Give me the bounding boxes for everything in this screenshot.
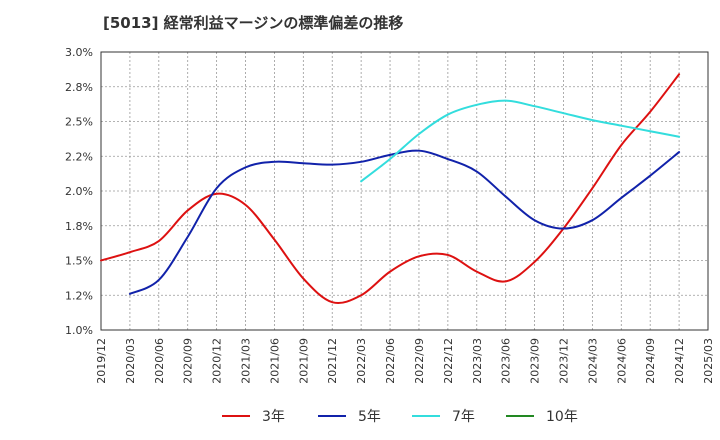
x-tick-label: 2024/09 [644, 338, 657, 384]
series-line-2 [360, 99, 681, 183]
x-tick-label: 2024/03 [586, 338, 599, 384]
x-tick-label: 2021/06 [268, 338, 281, 384]
legend-item-5y: 5年 [318, 406, 381, 426]
x-tick-label: 2025/03 [702, 338, 715, 384]
plot-area [101, 52, 708, 330]
x-tick-label: 2021/12 [326, 338, 339, 384]
legend-swatch-10y [506, 415, 534, 417]
x-tick-label: 2023/06 [500, 338, 513, 384]
plot-border [100, 51, 709, 331]
x-tick-label: 2022/09 [413, 338, 426, 384]
y-tick-label: 2.8% [65, 81, 93, 94]
x-tick-label: 2024/06 [615, 338, 628, 384]
x-tick-label: 2020/06 [153, 338, 166, 384]
legend-label-10y: 10年 [546, 409, 578, 425]
x-tick-label: 2022/12 [442, 338, 455, 384]
x-tick-label: 2024/12 [673, 338, 686, 384]
y-tick-label: 2.0% [65, 185, 93, 198]
legend-item-3y: 3年 [222, 406, 285, 426]
x-tick-label: 2021/03 [240, 338, 253, 384]
x-tick-label: 2020/09 [182, 338, 195, 384]
x-tick-label: 2022/06 [384, 338, 397, 384]
legend-label-7y: 7年 [452, 409, 475, 425]
y-tick-label: 1.5% [65, 255, 93, 268]
chart-title: [5013] 経常利益マージンの標準偏差の推移 [103, 14, 404, 32]
legend-label-3y: 3年 [262, 409, 285, 425]
x-tick-label: 2023/12 [557, 338, 570, 384]
legend-item-10y: 10年 [506, 406, 578, 426]
x-tick-label: 2020/03 [124, 338, 137, 384]
legend-swatch-7y [412, 415, 440, 417]
series-line-0 [100, 73, 681, 305]
y-tick-label: 3.0% [65, 46, 93, 59]
x-tick-label: 2020/12 [211, 338, 224, 384]
y-tick-label: 2.5% [65, 116, 93, 129]
y-tick-label: 1.8% [65, 220, 93, 233]
legend-swatch-5y [318, 415, 346, 417]
legend-swatch-3y [222, 415, 250, 417]
x-tick-label: 2022/03 [355, 338, 368, 384]
x-tick-label: 2023/09 [529, 338, 542, 384]
x-tick-label: 2019/12 [95, 338, 108, 384]
y-tick-label: 1.2% [65, 289, 93, 302]
legend-label-5y: 5年 [358, 409, 381, 425]
y-tick-label: 1.0% [65, 324, 93, 337]
series-line-1 [128, 149, 681, 295]
x-tick-label: 2021/09 [297, 338, 310, 384]
x-tick-label: 2023/03 [471, 338, 484, 384]
y-tick-label: 2.2% [65, 150, 93, 163]
legend-item-7y: 7年 [412, 406, 475, 426]
